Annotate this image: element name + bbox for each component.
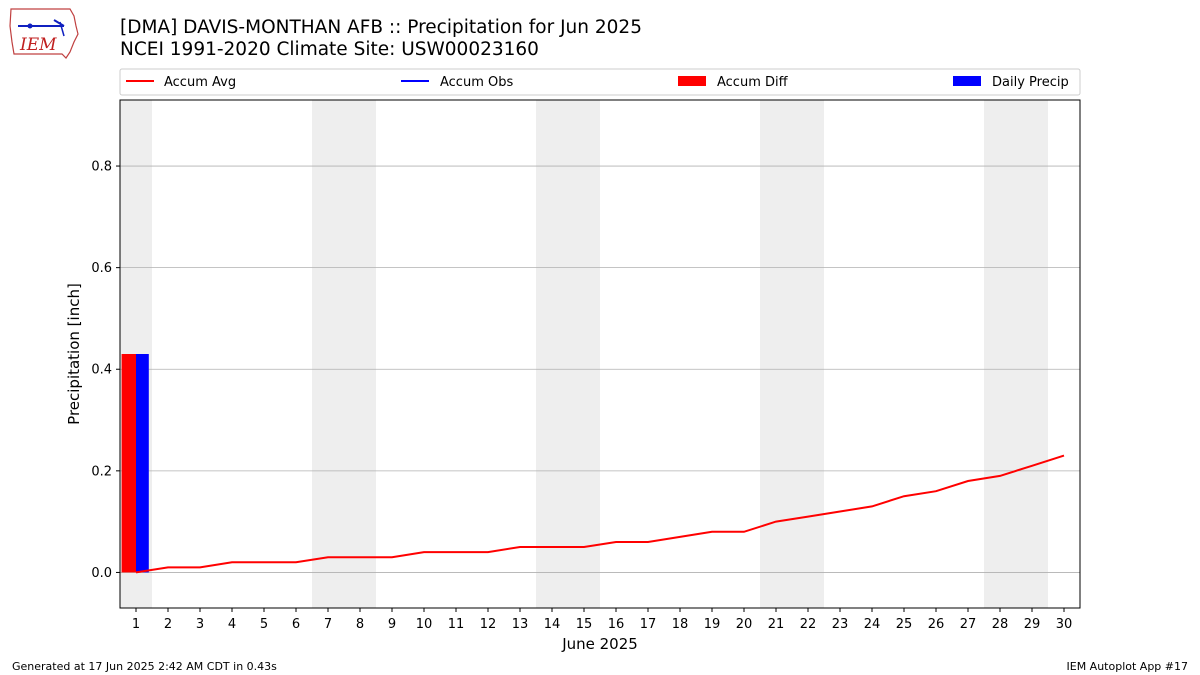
weekend-bands bbox=[120, 100, 1048, 608]
x-tick-label: 6 bbox=[292, 617, 300, 632]
iem-logo: IEM bbox=[9, 8, 79, 59]
bars bbox=[121, 354, 149, 573]
chart-subtitle: NCEI 1991-2020 Climate Site: USW00023160 bbox=[120, 39, 539, 60]
x-tick-label: 28 bbox=[992, 617, 1009, 632]
legend-label-accum-avg: Accum Avg bbox=[164, 75, 236, 90]
x-tick-label: 20 bbox=[736, 617, 753, 632]
x-tick-label: 17 bbox=[640, 617, 657, 632]
footer-generated: Generated at 17 Jun 2025 2:42 AM CDT in … bbox=[12, 660, 277, 673]
x-tick-label: 16 bbox=[608, 617, 625, 632]
grid-lines bbox=[120, 165, 1080, 573]
x-tick-label: 2 bbox=[164, 617, 172, 632]
x-tick-label: 22 bbox=[800, 617, 817, 632]
weekend-band bbox=[792, 100, 824, 608]
weekend-band bbox=[568, 100, 600, 608]
x-tick-label: 3 bbox=[196, 617, 204, 632]
logo-text: IEM bbox=[19, 35, 57, 55]
x-tick-label: 10 bbox=[416, 617, 433, 632]
x-tick-label: 21 bbox=[768, 617, 785, 632]
weekend-band bbox=[1016, 100, 1048, 608]
y-tick-label: 0.8 bbox=[91, 160, 112, 175]
x-tick-label: 11 bbox=[448, 617, 465, 632]
x-tick-label: 27 bbox=[960, 617, 977, 632]
legend-label-accum-diff: Accum Diff bbox=[717, 75, 789, 90]
legend-swatch-accum-diff bbox=[678, 76, 706, 86]
legend-label-accum-obs: Accum Obs bbox=[440, 75, 513, 90]
accum-avg-line bbox=[135, 454, 1065, 574]
plot-frame bbox=[119, 99, 1081, 609]
x-tick-label: 14 bbox=[544, 617, 561, 632]
x-tick-label: 26 bbox=[928, 617, 945, 632]
y-tick-label: 0.0 bbox=[91, 566, 112, 581]
iowa-outline-icon bbox=[9, 8, 79, 59]
legend: Accum Avg Accum Obs Accum Diff Daily Pre… bbox=[119, 68, 1081, 96]
y-tick-label: 0.6 bbox=[91, 261, 112, 276]
x-tick-label: 18 bbox=[672, 617, 689, 632]
x-tick-label: 24 bbox=[864, 617, 881, 632]
daily-precip-bar bbox=[136, 354, 149, 573]
x-tick-label: 1 bbox=[132, 617, 140, 632]
x-tick-label: 29 bbox=[1024, 617, 1041, 632]
x-axis-label: June 2025 bbox=[561, 635, 638, 653]
x-tick-label: 5 bbox=[260, 617, 268, 632]
x-tick-label: 9 bbox=[388, 617, 396, 632]
x-tick-label: 13 bbox=[512, 617, 529, 632]
weekend-band bbox=[344, 100, 376, 608]
x-tick-label: 30 bbox=[1056, 617, 1073, 632]
y-tick-label: 0.4 bbox=[91, 363, 112, 378]
weekend-band bbox=[760, 100, 792, 608]
y-axis-label: Precipitation [inch] bbox=[65, 283, 83, 425]
weekend-band bbox=[984, 100, 1016, 608]
weekend-band bbox=[536, 100, 568, 608]
x-tick-label: 12 bbox=[480, 617, 497, 632]
footer-app: IEM Autoplot App #17 bbox=[1066, 660, 1189, 673]
legend-label-daily-precip: Daily Precip bbox=[992, 75, 1069, 90]
x-tick-label: 25 bbox=[896, 617, 913, 632]
y-tick-label: 0.2 bbox=[91, 464, 112, 479]
accum-diff-bar bbox=[121, 354, 136, 573]
x-axis: 1 2 3 4 5 6 7 8 9 10 11 12 13 14 15 16 17 18 19 20 21 22 23 24 2… bbox=[132, 608, 1072, 632]
x-tick-label: 19 bbox=[704, 617, 721, 632]
x-tick-label: 8 bbox=[356, 617, 364, 632]
legend-box bbox=[119, 68, 1081, 96]
x-tick-label: 15 bbox=[576, 617, 593, 632]
weekend-band bbox=[312, 100, 344, 608]
chart-title: [DMA] DAVIS-MONTHAN AFB :: Precipitation… bbox=[120, 17, 642, 38]
legend-swatch-daily-precip bbox=[953, 76, 981, 86]
x-tick-label: 23 bbox=[832, 617, 849, 632]
x-tick-label: 7 bbox=[324, 617, 332, 632]
x-tick-label: 4 bbox=[228, 617, 236, 632]
y-axis: 0.0 0.2 0.4 0.6 0.8 bbox=[91, 160, 120, 581]
